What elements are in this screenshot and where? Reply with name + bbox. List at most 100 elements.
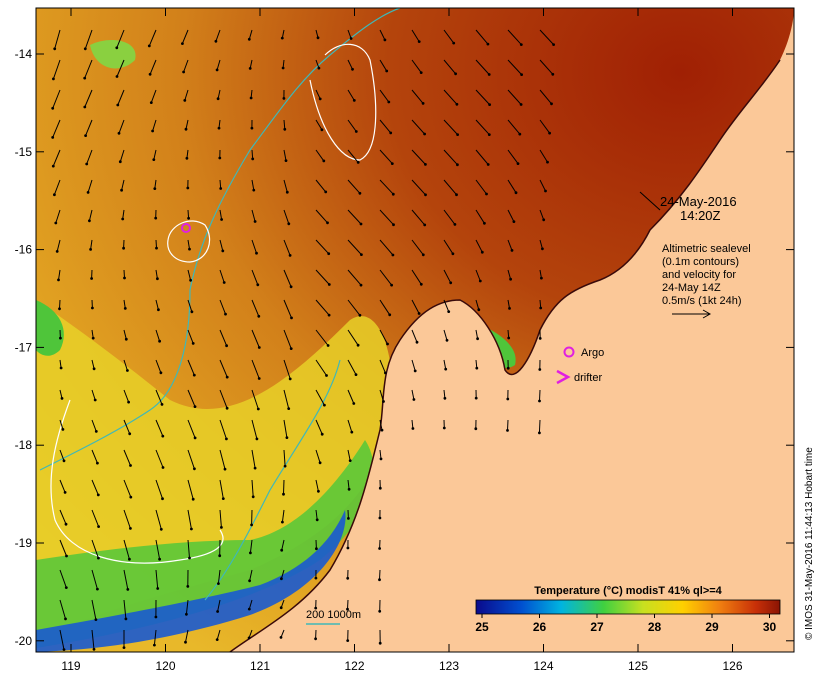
velocity-arrow-head — [122, 646, 126, 649]
velocity-arrow — [154, 179, 157, 189]
velocity-arrow-head — [290, 316, 293, 320]
velocity-arrow-head — [280, 577, 283, 581]
velocity-arrow-head — [354, 373, 358, 376]
velocity-arrow-head — [456, 163, 459, 167]
velocity-arrow — [150, 89, 157, 103]
velocity-arrow-head — [215, 638, 219, 641]
velocity-arrow — [155, 299, 159, 310]
velocity-arrow-head — [280, 548, 284, 552]
velocity-arrow-head — [186, 585, 190, 588]
velocity-arrow-head — [257, 346, 261, 349]
velocity-arrow — [315, 359, 327, 376]
velocity-arrow-head — [518, 132, 522, 136]
velocity-arrow — [315, 89, 321, 100]
velocity-arrow — [315, 149, 325, 162]
velocity-arrows — [51, 29, 555, 651]
velocity-arrow — [539, 239, 543, 249]
velocity-arrow-head — [86, 191, 90, 194]
velocity-arrow-head — [88, 219, 91, 223]
velocity-arrow-head — [61, 428, 65, 431]
velocity-arrow-head — [351, 67, 354, 71]
velocity-arrow — [90, 239, 93, 250]
velocity-arrow-head — [121, 217, 125, 221]
velocity-arrow-head — [384, 371, 387, 375]
velocity-arrow-head — [155, 246, 158, 250]
velocity-arrow — [251, 149, 254, 159]
velocity-arrow-head — [158, 557, 162, 561]
velocity-arrow — [59, 629, 65, 650]
velocity-arrow-head — [488, 103, 491, 106]
velocity-arrow-head — [350, 430, 354, 434]
velocity-arrow-head — [115, 46, 119, 50]
velocity-arrow-head — [184, 640, 187, 644]
velocity-arrow — [443, 29, 455, 44]
velocity-arrow — [123, 569, 129, 590]
land-mass — [230, 8, 794, 652]
velocity-arrow — [84, 89, 93, 108]
velocity-arrow — [116, 59, 125, 77]
velocity-arrow-head — [216, 610, 220, 613]
velocity-arrow-head — [320, 128, 324, 132]
velocity-arrow-head — [252, 188, 256, 192]
velocity-arrow-head — [156, 587, 160, 590]
colorbar-tick-label: 28 — [648, 620, 662, 634]
velocity-arrow-head — [219, 187, 223, 190]
velocity-arrow-head — [120, 188, 123, 192]
velocity-arrow-head — [552, 43, 555, 46]
velocity-arrow — [152, 119, 157, 132]
velocity-arrow-head — [346, 607, 349, 611]
velocity-arrow-head — [507, 336, 511, 340]
velocity-arrow — [411, 359, 416, 372]
velocity-arrow — [123, 329, 127, 340]
velocity-arrow-head — [541, 247, 544, 251]
velocity-arrow-head — [386, 342, 389, 346]
velocity-arrow — [379, 59, 388, 72]
velocity-arrow — [91, 629, 95, 650]
velocity-arrow — [347, 149, 359, 163]
velocity-arrow-head — [57, 278, 60, 282]
velocity-arrow-head — [359, 283, 363, 287]
velocity-arrow-head — [317, 66, 321, 70]
velocity-arrow-head — [347, 487, 351, 491]
velocity-arrow-head — [126, 369, 129, 372]
velocity-arrow — [248, 29, 253, 40]
velocity-arrow — [283, 359, 291, 380]
velocity-arrow — [443, 149, 458, 166]
velocity-arrow — [475, 119, 490, 135]
velocity-arrow — [187, 329, 194, 344]
velocity-arrow — [91, 509, 100, 527]
velocity-arrow-head — [452, 41, 456, 45]
velocity-arrow — [379, 299, 391, 316]
velocity-arrow — [251, 389, 259, 410]
velocity-arrow — [249, 59, 253, 69]
velocity-arrow — [315, 329, 329, 346]
velocity-arrow — [52, 89, 61, 109]
velocity-arrow-head — [285, 436, 289, 439]
velocity-arrow-head — [126, 588, 130, 591]
velocity-arrow-head — [185, 612, 188, 616]
velocity-arrow — [475, 299, 480, 310]
velocity-arrow-head — [413, 369, 417, 373]
velocity-arrow — [475, 59, 490, 75]
velocity-arrow-head — [225, 375, 229, 379]
velocity-arrow — [184, 89, 189, 101]
velocity-arrow — [219, 299, 226, 315]
velocity-arrow-head — [327, 313, 331, 317]
velocity-arrow-head — [64, 586, 68, 589]
velocity-arrow-head — [248, 579, 252, 583]
velocity-arrow — [86, 149, 93, 165]
velocity-arrow — [475, 179, 487, 195]
velocity-arrow-head — [218, 554, 222, 558]
velocity-arrow — [539, 149, 548, 163]
velocity-arrow — [219, 479, 224, 499]
velocity-arrow-head — [250, 126, 254, 130]
velocity-arrow — [148, 29, 157, 47]
lat-tick-label: -18 — [15, 438, 33, 452]
velocity-arrow — [475, 149, 489, 165]
velocity-arrow-head — [256, 407, 260, 411]
velocity-arrow-head — [347, 517, 350, 520]
velocity-arrow-head — [538, 399, 541, 403]
velocity-arrow-head — [324, 190, 328, 194]
velocity-arrow-head — [412, 398, 416, 401]
velocity-arrow — [155, 479, 163, 499]
